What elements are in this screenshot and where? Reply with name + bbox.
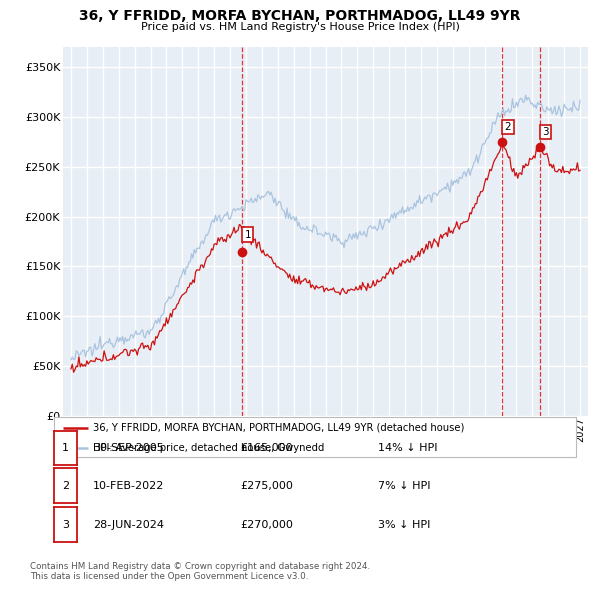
Text: 28-JUN-2024: 28-JUN-2024 bbox=[93, 520, 164, 529]
Text: 14% ↓ HPI: 14% ↓ HPI bbox=[378, 443, 437, 453]
Text: 30-SEP-2005: 30-SEP-2005 bbox=[93, 443, 164, 453]
Text: 10-FEB-2022: 10-FEB-2022 bbox=[93, 481, 164, 490]
Text: 1: 1 bbox=[62, 443, 69, 453]
Text: Contains HM Land Registry data © Crown copyright and database right 2024.
This d: Contains HM Land Registry data © Crown c… bbox=[30, 562, 370, 581]
Text: Price paid vs. HM Land Registry's House Price Index (HPI): Price paid vs. HM Land Registry's House … bbox=[140, 22, 460, 32]
Text: 3: 3 bbox=[62, 520, 69, 529]
Text: 2: 2 bbox=[505, 122, 511, 132]
Text: 1: 1 bbox=[244, 230, 251, 240]
Text: £270,000: £270,000 bbox=[240, 520, 293, 529]
Text: 3% ↓ HPI: 3% ↓ HPI bbox=[378, 520, 430, 529]
Text: 36, Y FFRIDD, MORFA BYCHAN, PORTHMADOG, LL49 9YR: 36, Y FFRIDD, MORFA BYCHAN, PORTHMADOG, … bbox=[79, 9, 521, 23]
Text: 2: 2 bbox=[62, 481, 69, 490]
Text: 7% ↓ HPI: 7% ↓ HPI bbox=[378, 481, 431, 490]
Text: £275,000: £275,000 bbox=[240, 481, 293, 490]
Text: 3: 3 bbox=[542, 127, 549, 137]
Text: £165,000: £165,000 bbox=[240, 443, 293, 453]
Text: 36, Y FFRIDD, MORFA BYCHAN, PORTHMADOG, LL49 9YR (detached house): 36, Y FFRIDD, MORFA BYCHAN, PORTHMADOG, … bbox=[93, 422, 464, 432]
Text: HPI: Average price, detached house, Gwynedd: HPI: Average price, detached house, Gwyn… bbox=[93, 444, 325, 454]
